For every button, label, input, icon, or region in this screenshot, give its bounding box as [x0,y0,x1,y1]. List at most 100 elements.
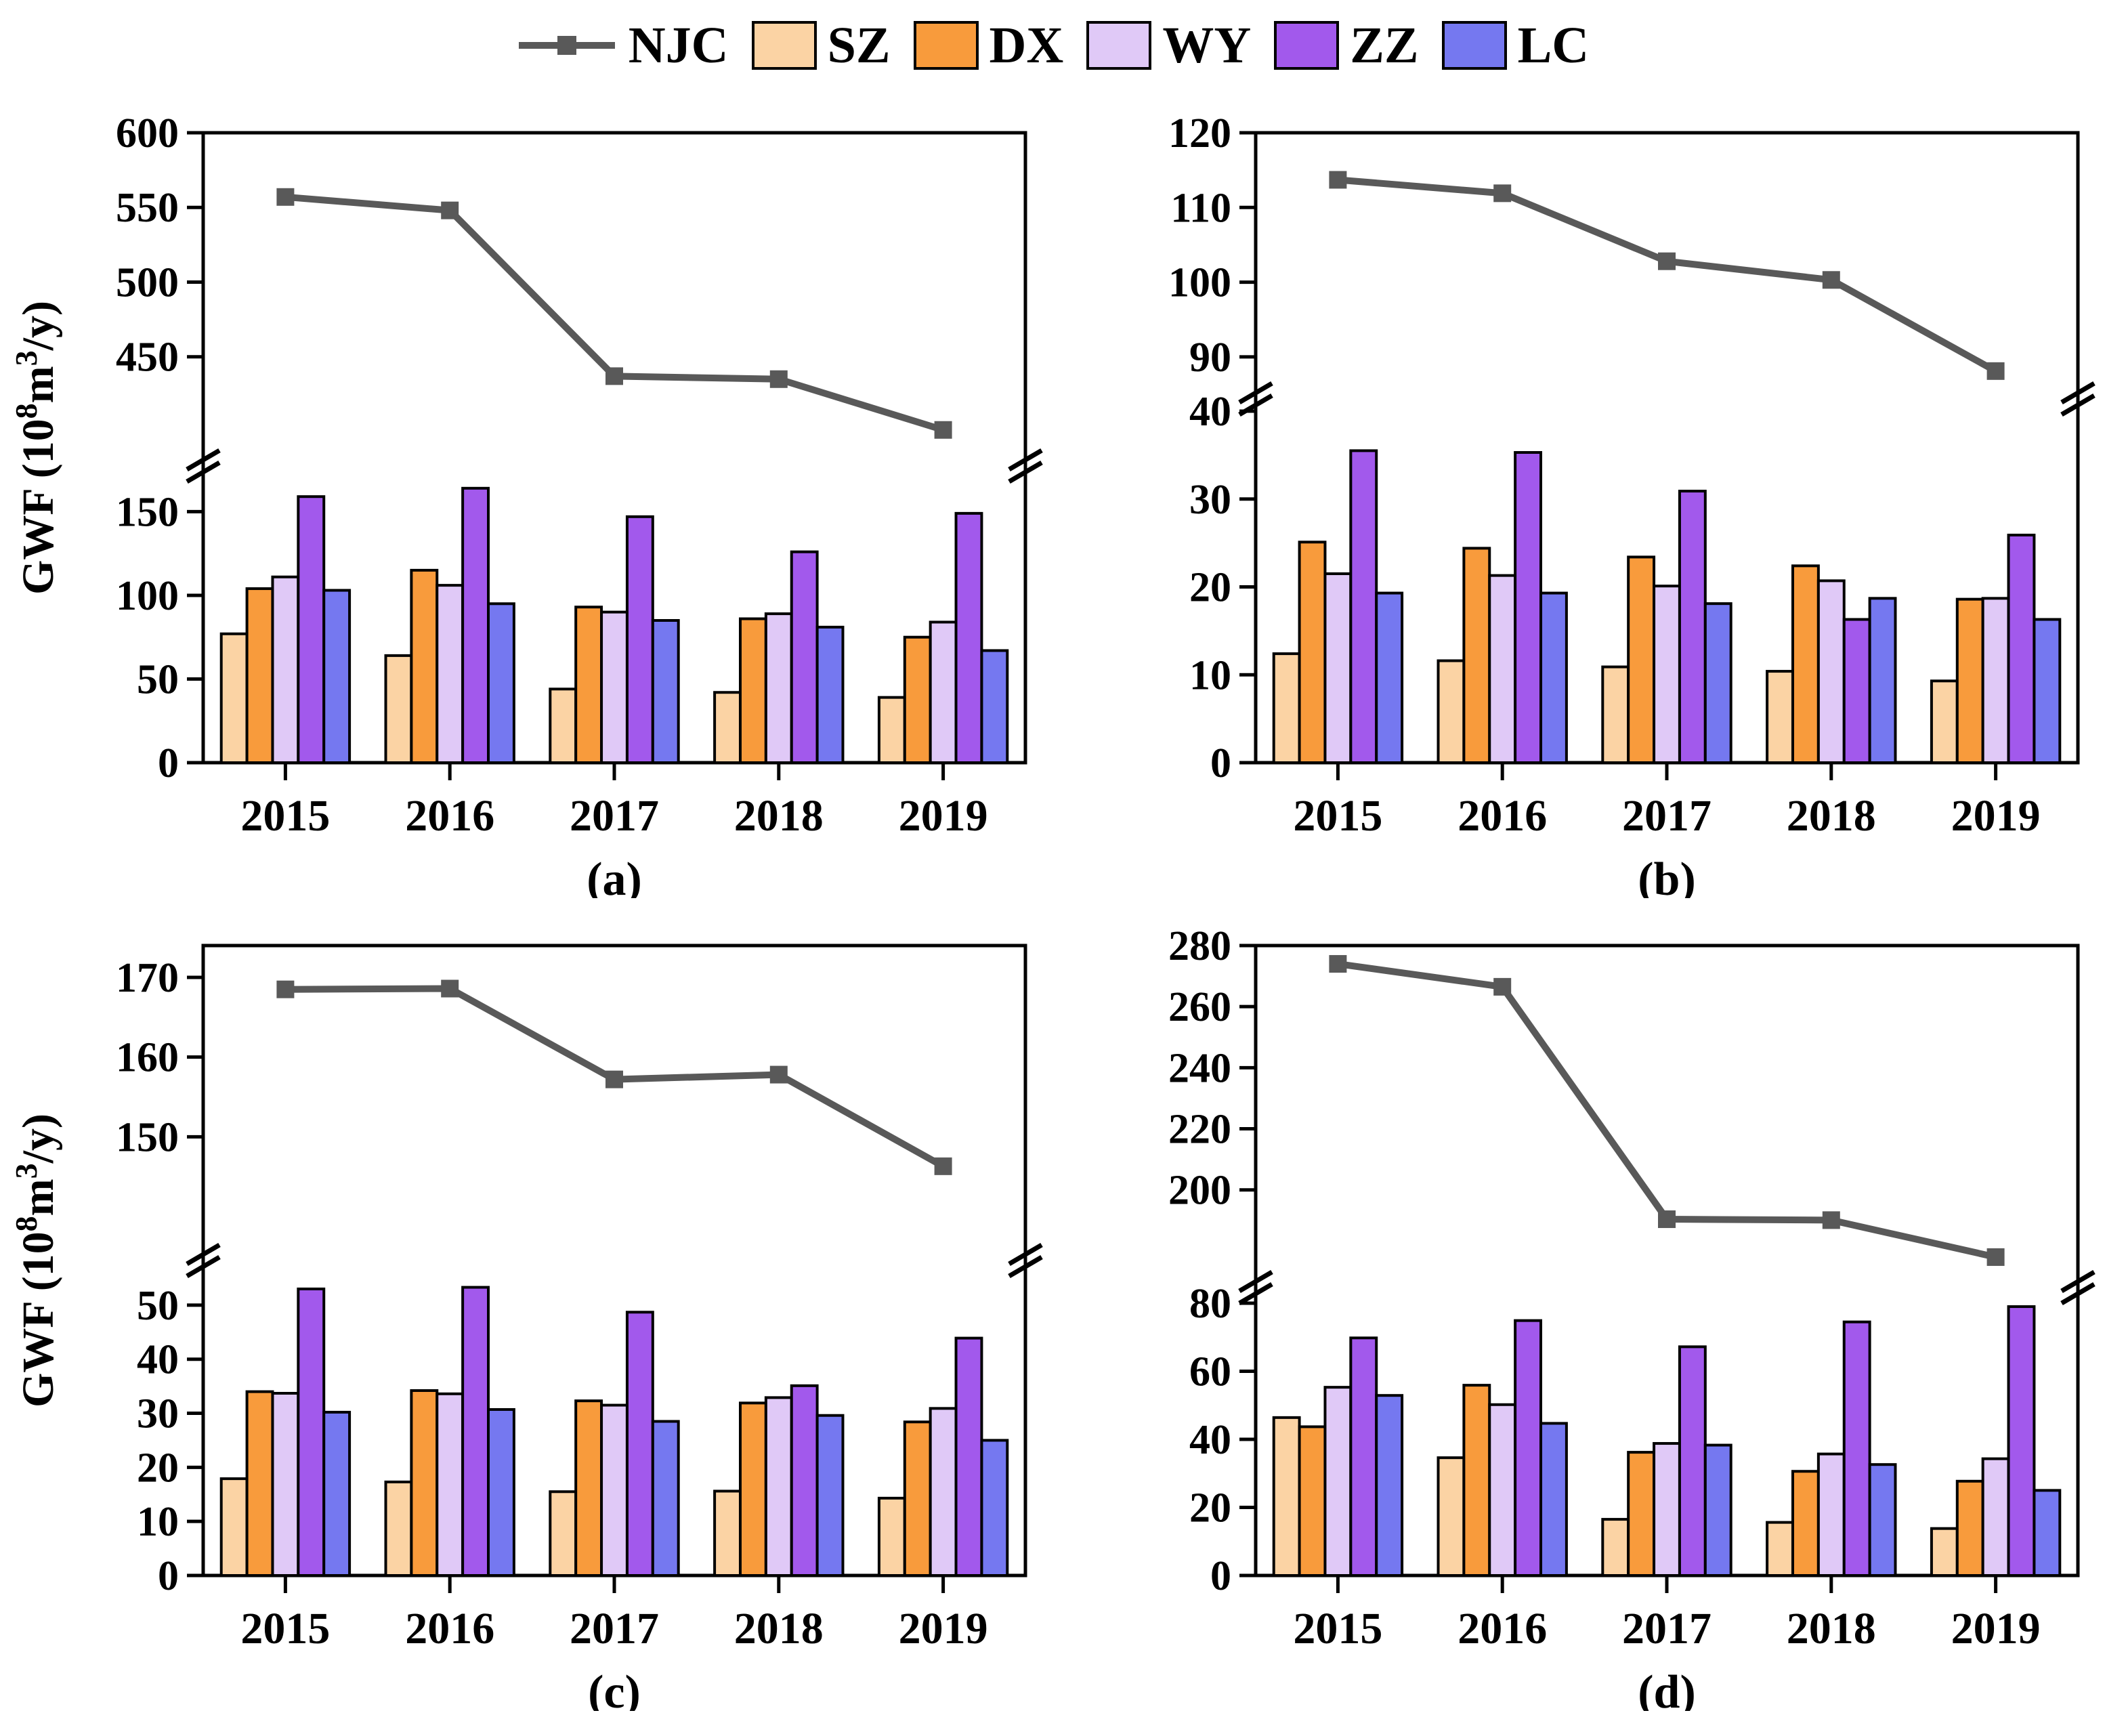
bar-LC-2015 [1375,591,1404,765]
njc-marker-2016 [441,979,459,998]
bar-WY-2019 [929,1407,958,1578]
bar-DX-2017 [574,1399,603,1577]
y-tick-label-upper: 240 [1168,1045,1231,1091]
axis-break-icon [2060,1269,2096,1294]
bar-SZ-2017 [1601,1518,1630,1577]
axis-break-icon [2060,381,2096,405]
bar-ZZ-2019 [2007,533,2036,764]
bar-WY-2015 [1323,572,1353,764]
bar-WY-2018 [1816,579,1846,764]
y-axis-title: GWF (108m3/y) [9,301,63,595]
bar-DX-2016 [410,568,439,764]
y-tick-label-lower: 10 [1189,652,1231,698]
bar-LC-2019 [980,649,1009,764]
year-label-2017: 2017 [570,1604,659,1653]
y-tick-label-lower: 0 [158,1553,179,1599]
bar-SZ-2017 [549,1490,578,1578]
bar-SZ-2019 [877,1496,906,1577]
bar-SZ-2015 [1272,652,1301,764]
njc-marker-2018 [1822,1211,1840,1229]
bar-LC-2017 [651,1420,680,1577]
bar-ZZ-2015 [297,1287,326,1577]
bar-WY-2019 [1981,1457,2010,1577]
y-tick-label-lower: 50 [137,1283,179,1329]
bar-ZZ-2017 [1678,490,1707,764]
y-tick-label-lower: 0 [1210,1553,1231,1599]
njc-marker-2015 [276,980,295,998]
y-tick-label-lower: 20 [1189,1485,1231,1531]
bar-LC-2017 [1703,1443,1732,1577]
bar-LC-2018 [1868,597,1897,764]
bar-DX-2016 [1462,1384,1491,1577]
bar-SZ-2017 [549,687,578,765]
bar-LC-2017 [651,619,680,764]
njc-line [1337,176,1998,375]
bar-DX-2015 [1298,541,1327,764]
bar-ZZ-2016 [461,1286,490,1577]
axis-break-icon [1238,393,1273,417]
bar-DX-2019 [1955,597,1984,764]
bar-LC-2015 [322,589,352,764]
njc-marker-2019 [1986,362,2005,380]
bar-SZ-2016 [1437,1456,1466,1578]
legend-item-SZ: SZ [751,20,891,71]
bar-WY-2015 [271,1392,300,1577]
y-tick-label-lower: 80 [1189,1281,1231,1327]
bar-LC-2017 [1703,602,1732,765]
bar-LC-2016 [1539,1422,1568,1577]
bar-WY-2016 [1488,574,1517,764]
y-tick-label-lower: 60 [1189,1349,1231,1395]
bar-LC-2019 [980,1439,1009,1577]
bar-DX-2018 [738,1401,767,1577]
njc-marker-2017 [605,1070,623,1088]
panel-c-chart: 150 160 170 0 10 20 30 40 50 2015 2016 2017 2018 2019… [9,944,1043,1711]
bar-LC-2015 [1375,1394,1404,1578]
bar-DX-2017 [1627,1451,1656,1578]
bar-DX-2015 [245,587,274,764]
y-tick-label-upper: 600 [116,110,179,156]
bar-SZ-2016 [384,1480,413,1577]
y-tick-label-upper: 160 [116,1035,179,1081]
y-tick-label-upper: 220 [1168,1107,1231,1153]
year-label-2019: 2019 [899,791,988,841]
bar-SZ-2019 [877,696,906,764]
njc-marker-2018 [769,370,788,388]
year-label-2015: 2015 [1293,1604,1382,1653]
bar-ZZ-2018 [790,1384,819,1577]
bar-SZ-2015 [219,1477,249,1577]
y-tick-label-upper: 110 [1170,185,1231,231]
year-label-2018: 2018 [1787,791,1876,841]
njc-marker-2016 [1493,977,1512,996]
legend-swatch-LC [1441,21,1507,70]
y-tick-label-upper: 150 [116,1114,179,1160]
legend-swatch-ZZ [1274,21,1340,70]
panel-caption: (d) [1638,1666,1696,1711]
axis-break-icon [186,460,221,484]
legend-item-ZZ: ZZ [1274,20,1419,71]
axis-break-icon [1238,1269,1273,1294]
year-label-2016: 2016 [1458,791,1547,841]
year-label-2019: 2019 [1951,791,2041,841]
bar-DX-2018 [1791,1470,1820,1577]
legend-label-NJC: NJC [628,17,729,74]
njc-marker-2016 [441,201,459,219]
year-label-2018: 2018 [734,791,824,841]
y-tick-label-upper: 450 [116,335,179,381]
axis-break-icon [1008,460,1043,484]
bar-DX-2019 [903,635,932,764]
bar-SZ-2015 [219,632,249,764]
axis-break-icon [1238,1282,1273,1306]
bar-ZZ-2016 [461,486,490,765]
y-tick-label-lower: 20 [1189,565,1231,611]
y-tick-label-lower: 100 [116,573,179,619]
bar-DX-2015 [245,1390,274,1577]
year-label-2016: 2016 [405,791,494,841]
njc-marker-2015 [276,188,295,206]
legend-item-DX: DX [913,20,1063,71]
bar-ZZ-2017 [1678,1345,1707,1578]
njc-marker-2018 [769,1065,788,1084]
bar-DX-2017 [574,606,603,764]
year-label-2016: 2016 [405,1604,494,1653]
bar-LC-2018 [1868,1463,1897,1577]
